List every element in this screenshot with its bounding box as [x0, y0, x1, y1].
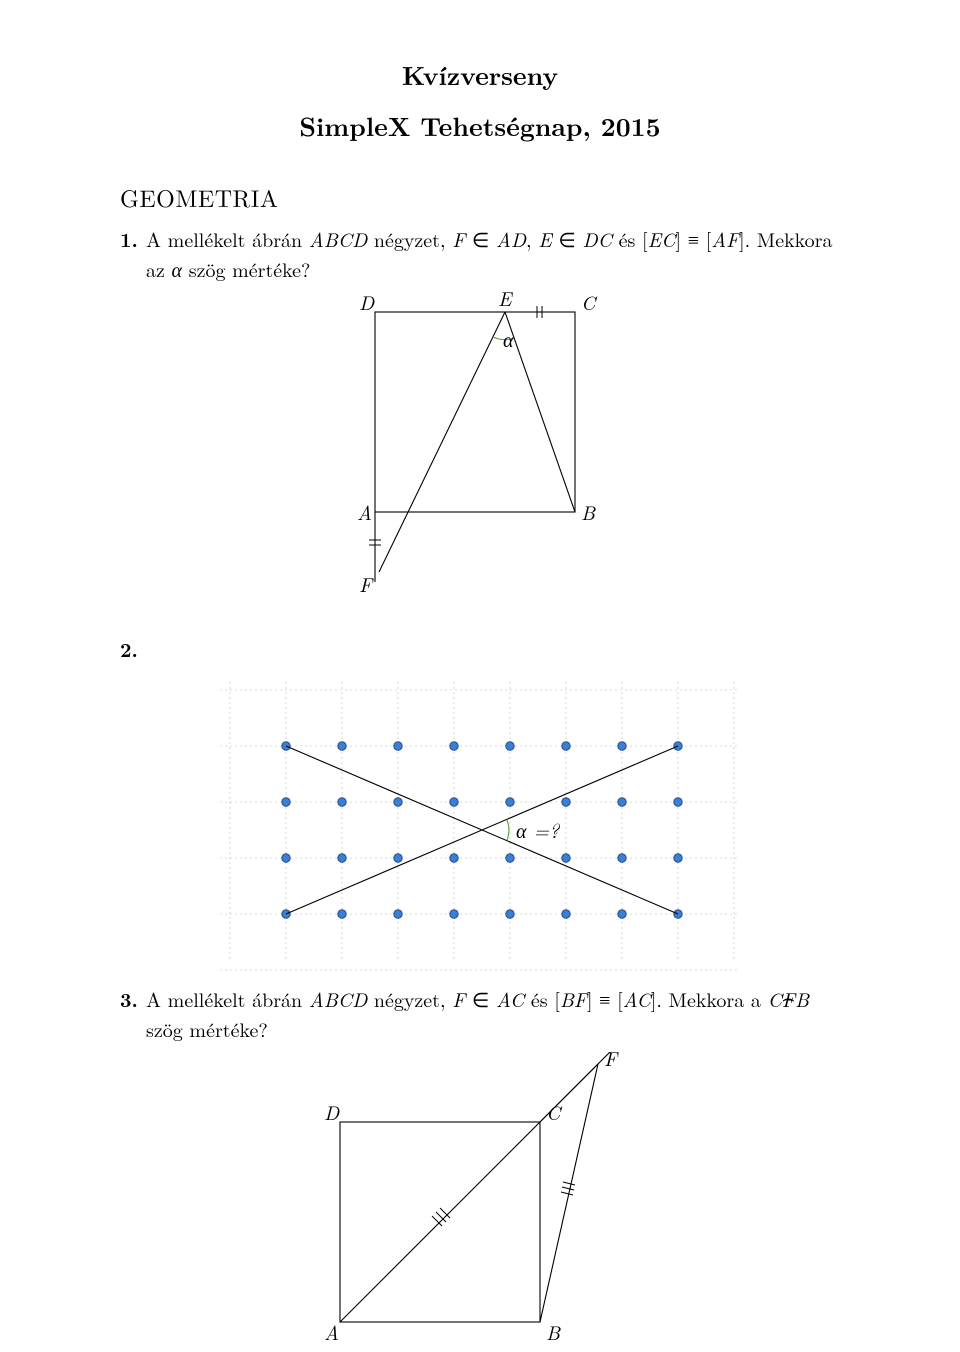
problem-3: 3. A mellékelt ábrán ABCD négyzet, F ∈ A… [120, 984, 840, 1044]
fig1-label-A: A [357, 497, 372, 526]
fig1-label-C: C [581, 292, 598, 316]
fig2-label-alpha: α =? [516, 815, 561, 844]
problem-num-2: 2. [120, 634, 146, 664]
problem-2: 2. [120, 634, 840, 664]
figure-3: D C A B F [300, 1052, 660, 1352]
fig1-label-B: B [581, 497, 596, 526]
problem-num-1: 1. [120, 224, 146, 254]
title: Kvízverseny [120, 56, 840, 93]
fig1-label-F: F [359, 569, 374, 598]
fig1-label-alpha: α [503, 324, 514, 353]
fig1-label-D: D [359, 292, 375, 316]
figure-1-wrap: D E C A B F α [120, 292, 840, 622]
figure-2: α =? [220, 672, 740, 972]
figure-2-wrap: α =? [120, 672, 840, 972]
fig3-label-F: F [604, 1052, 619, 1072]
page: Kvízverseny SimpleX Tehetségnap, 2015 GE… [0, 0, 960, 1345]
fig3-label-D: D [324, 1097, 340, 1126]
section-heading: GEOMETRIA [120, 180, 840, 214]
problem-text-3: A mellékelt ábrán ABCD négyzet, F ∈ AC é… [146, 984, 840, 1044]
fig3-label-B: B [546, 1317, 561, 1346]
figure-3-wrap: D C A B F [120, 1052, 840, 1352]
problem-text-1: A mellékelt ábrán ABCD négyzet, F ∈ AD, … [146, 224, 840, 284]
subtitle: SimpleX Tehetségnap, 2015 [120, 107, 840, 144]
problem-1: 1. A mellékelt ábrán ABCD négyzet, F ∈ A… [120, 224, 840, 284]
problem-num-3: 3. [120, 984, 146, 1014]
figure-1: D E C A B F α [335, 292, 625, 622]
fig3-label-A: A [324, 1317, 339, 1346]
fig1-label-E: E [498, 292, 513, 312]
